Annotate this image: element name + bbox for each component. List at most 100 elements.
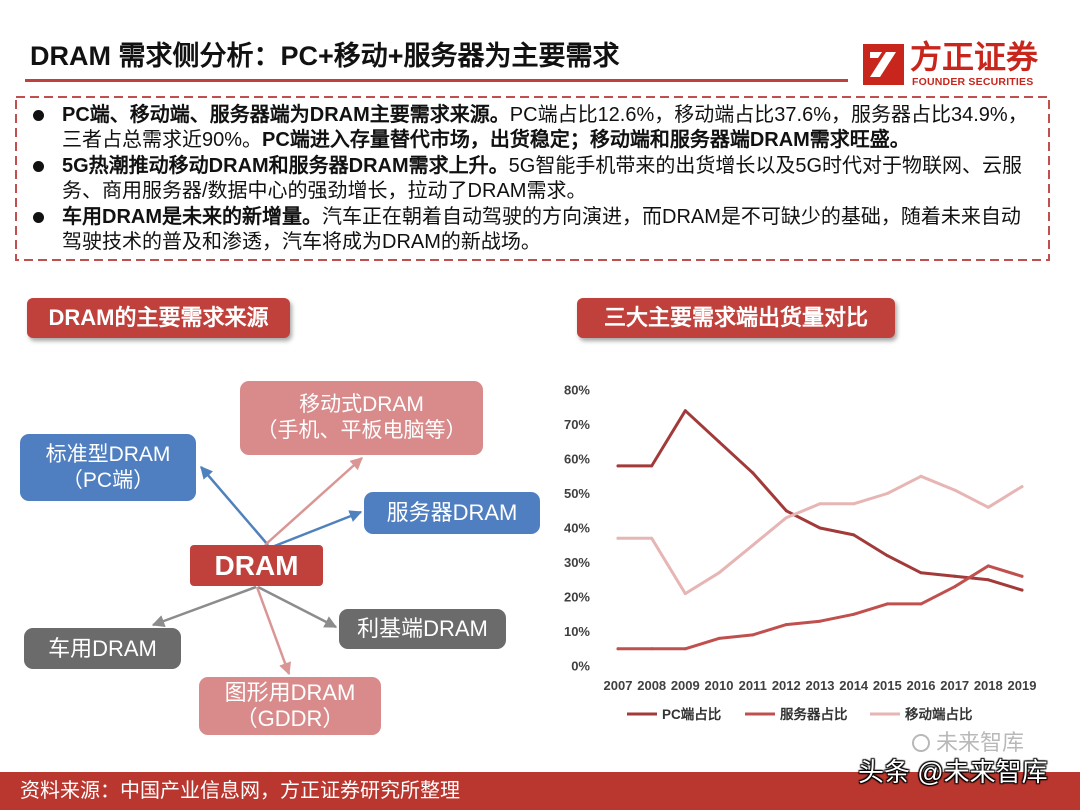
y-tick-label: 20% [564,590,590,605]
data-point [1020,588,1024,592]
mobile-dram-node: 移动式DRAM （手机、平板电脑等） [240,381,483,455]
bullet-emphasis-text: PC端进入存量替代市场，出货稳定；移动端和服务器端DRAM需求旺盛。 [262,129,910,151]
data-point [650,536,654,540]
footer-source-text: 资料来源：中国产业信息网，方正证券研究所整理 [20,780,460,802]
niche-dram-node: 利基端DRAM [339,609,506,649]
data-point [885,602,889,606]
x-tick-label: 2016 [907,678,936,693]
graphics-dram-node: 图形用DRAM （GDDR） [199,677,381,735]
arrow-to-niche-dram [257,585,338,629]
standard-dram-node: 标准型DRAM （PC端） [20,434,196,501]
arrow-to-mobile-dram [264,457,363,546]
data-point [852,502,856,506]
data-point [683,409,687,413]
auto-dram-node: 车用DRAM [24,628,181,669]
data-point [953,585,957,589]
y-tick-label: 40% [564,521,590,536]
data-point [953,488,957,492]
x-tick-label: 2013 [806,678,835,693]
data-point [1020,574,1024,578]
x-tick-label: 2009 [671,678,700,693]
y-tick-label: 50% [564,486,590,501]
x-tick-label: 2015 [873,678,902,693]
y-tick-label: 70% [564,417,590,432]
data-point [852,533,856,537]
niche-dram-label: 利基端DRAM [357,616,488,641]
legend-label: 移动端占比 [905,706,973,722]
data-point [683,592,687,596]
bullet-item: PC端、移动端、服务器端为DRAM主要需求来源。PC端占比12.6%，移动端占比… [30,103,1040,153]
y-tick-label: 0% [571,659,590,674]
data-point [986,578,990,582]
mobile-dram-sublabel: （手机、平板电脑等） [256,419,467,442]
bullet-body-text: 汽车正在朝着自动驾驶的方向演进，而DRAM是不可缺少的基础，随着未来自动驾驶技术… [62,206,1021,253]
data-point [784,509,788,513]
y-tick-label: 30% [564,555,590,570]
x-tick-label: 2007 [604,678,633,693]
bullet-dot [33,110,44,121]
graphics-dram-sublabel: （GDDR） [235,706,345,731]
y-tick-label: 80% [564,383,590,398]
data-point [919,602,923,606]
server-dram-label: 服务器DRAM [386,500,518,525]
data-point [717,636,721,640]
bullet-dot [33,212,44,223]
data-point [986,505,990,509]
x-tick-label: 2019 [1008,678,1037,693]
x-tick-label: 2010 [705,678,734,693]
x-tick-label: 2018 [974,678,1003,693]
shipment-share-line-chart: 0% 10% 20% 30% 40% 50% 60% 70% 80% 2007 2008 2009 20… [564,383,1037,723]
server-dram-node: 服务器DRAM [364,492,540,534]
data-point [751,543,755,547]
data-point [717,571,721,575]
data-point [885,554,889,558]
data-point [616,647,620,651]
data-point [919,571,923,575]
data-point [683,647,687,651]
data-point [650,647,654,651]
founder-logo-mark [863,44,904,85]
logo-text-en: FOUNDER SECURITIES [912,76,1034,88]
data-point [818,619,822,623]
x-tick-label: 2008 [637,678,666,693]
x-tick-label: 2017 [940,678,969,693]
legend-label: PC端占比 [662,706,721,722]
data-point [650,464,654,468]
bullet-lead-text: 车用DRAM是未来的新增量。 [62,206,322,228]
watermark-text: 头条 @未来智库 [858,757,1048,787]
x-tick-label: 2012 [772,678,801,693]
bullet-body-text: 5G智能手机带来的出货增长以及5G时代对于物联网、云服务、商用服务器/数据中心的… [62,155,1023,202]
bullet-lead-text: PC端、移动端、服务器端为DRAM主要需求来源。 [62,104,510,126]
data-point [818,502,822,506]
page-title: DRAM 需求侧分析：PC+移动+服务器为主要需求 [30,41,620,71]
data-point [616,464,620,468]
data-point [751,633,755,637]
data-point [784,623,788,627]
y-tick-label: 10% [564,624,590,639]
arrow-to-standard-dram [200,466,269,546]
bullet-dot [33,161,44,172]
arrow-to-graphics-dram [255,586,291,676]
graphics-dram-label: 图形用DRAM [224,680,356,705]
pc-share-line [616,409,1024,592]
logo-text-cn: 方正证券 [910,39,1039,75]
watermark-logo-icon [912,734,930,752]
bullet-lead-text: 5G热潮推动移动DRAM和服务器DRAM需求上升。 [62,155,509,177]
watermark-ghost-text: 未来智库 [936,730,1025,755]
chart-section-title: 三大主要需求端出货量对比 [577,298,895,338]
data-point [784,516,788,520]
data-point [1020,485,1024,489]
y-tick-label: 60% [564,452,590,467]
data-point [885,492,889,495]
x-tick-label: 2014 [839,678,869,693]
title-divider [25,79,848,82]
footer-bar [0,772,1080,810]
summary-bullet-list: PC端、移动端、服务器端为DRAM主要需求来源。PC端占比12.6%，移动端占比… [30,103,1040,256]
data-point [919,474,923,478]
bullet-item: 车用DRAM是未来的新增量。汽车正在朝着自动驾驶的方向演进，而DRAM是不可缺少… [30,205,1040,255]
data-point [717,440,721,444]
data-point [616,536,620,540]
watermark-ghost: 未来智库 [912,730,1024,756]
standard-dram-sublabel: （PC端） [61,468,155,492]
mobile-dram-label: 移动式DRAM [299,393,424,416]
